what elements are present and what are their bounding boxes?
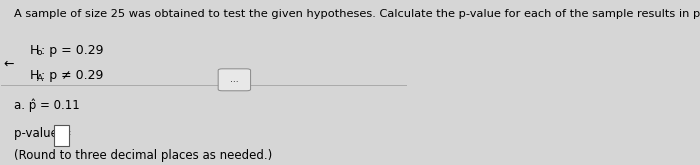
Text: : p ≠ 0.29: : p ≠ 0.29 [41, 69, 103, 82]
Text: (Round to three decimal places as needed.): (Round to three decimal places as needed… [13, 149, 272, 162]
Text: p-value =: p-value = [13, 127, 75, 140]
Text: ←: ← [4, 58, 14, 71]
Text: A sample of size 25 was obtained to test the given hypotheses. Calculate the p-v: A sample of size 25 was obtained to test… [13, 9, 700, 19]
FancyBboxPatch shape [218, 69, 251, 91]
Text: ...: ... [230, 75, 239, 84]
Text: H: H [30, 44, 39, 57]
FancyBboxPatch shape [54, 125, 69, 146]
Text: a. p̂ = 0.11: a. p̂ = 0.11 [13, 99, 79, 112]
Text: o: o [36, 49, 42, 57]
Text: : p = 0.29: : p = 0.29 [41, 44, 103, 57]
Text: H: H [30, 69, 39, 82]
Text: A: A [36, 74, 43, 82]
